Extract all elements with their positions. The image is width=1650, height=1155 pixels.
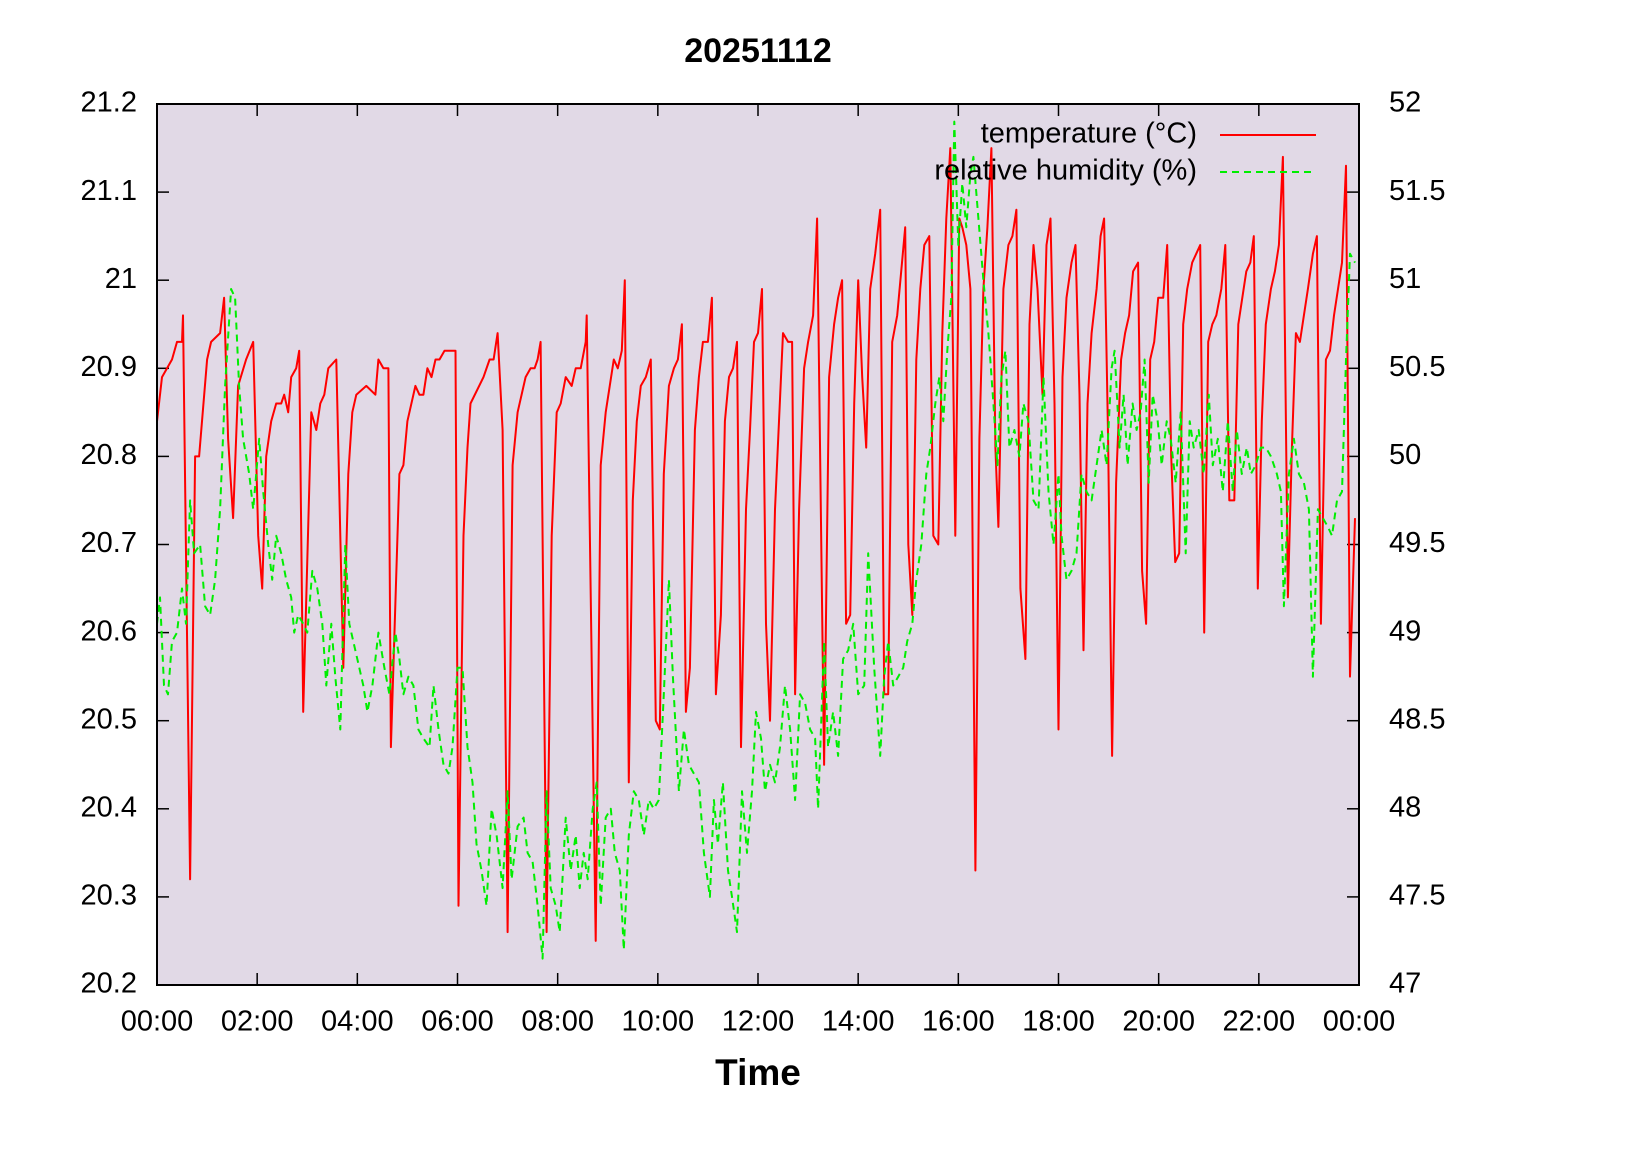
- x-tick-label: 18:00: [1022, 1006, 1095, 1038]
- y2-tick-label: 48: [1389, 791, 1421, 823]
- y-tick-label: 21.1: [81, 175, 137, 207]
- x-tick-label: 16:00: [922, 1006, 995, 1038]
- y2-tick-label: 48.5: [1389, 703, 1445, 735]
- y-tick-label: 21: [105, 263, 137, 295]
- y-tick-label: 20.3: [81, 880, 137, 912]
- x-tick-label: 12:00: [722, 1006, 795, 1038]
- x-tick-label: 14:00: [822, 1006, 895, 1038]
- legend-label: relative humidity (%): [934, 155, 1197, 187]
- plot-background: [157, 104, 1359, 985]
- series-line: [157, 147, 1356, 942]
- x-tick-label: 06:00: [421, 1006, 494, 1038]
- y2-tick-label: 47: [1389, 968, 1421, 1000]
- x-axis-label: Time: [715, 1052, 801, 1093]
- y-tick-label: 20.6: [81, 615, 137, 647]
- y-tick-label: 20.2: [81, 968, 137, 1000]
- x-tick-label: 20:00: [1122, 1006, 1195, 1038]
- y-tick-label: 20.9: [81, 351, 137, 383]
- x-tick-label: 02:00: [221, 1006, 294, 1038]
- chart-title: 20251112: [684, 32, 832, 70]
- y2-tick-label: 47.5: [1389, 880, 1445, 912]
- y2-tick-label: 49: [1389, 615, 1421, 647]
- y2-tick-label: 49.5: [1389, 527, 1445, 559]
- x-tick-label: 00:00: [121, 1006, 194, 1038]
- series-line: [157, 120, 1356, 960]
- x-tick-label: 22:00: [1223, 1006, 1296, 1038]
- y-tick-label: 20.4: [81, 791, 137, 823]
- y-tick-label: 20.5: [81, 703, 137, 735]
- x-tick-label: 10:00: [622, 1006, 695, 1038]
- legend-label: temperature (°C): [981, 118, 1197, 150]
- y-tick-label: 20.8: [81, 439, 137, 471]
- y2-tick-label: 50.5: [1389, 351, 1445, 383]
- x-tick-label: 08:00: [521, 1006, 594, 1038]
- y-tick-label: 21.2: [81, 87, 137, 119]
- y2-tick-label: 51: [1389, 263, 1421, 295]
- plot-frame: [156, 103, 1360, 986]
- y2-tick-label: 52: [1389, 87, 1421, 119]
- x-tick-label: 00:00: [1323, 1006, 1396, 1038]
- x-tick-label: 04:00: [321, 1006, 394, 1038]
- y-tick-label: 20.7: [81, 527, 137, 559]
- y2-tick-label: 50: [1389, 439, 1421, 471]
- y2-tick-label: 51.5: [1389, 175, 1445, 207]
